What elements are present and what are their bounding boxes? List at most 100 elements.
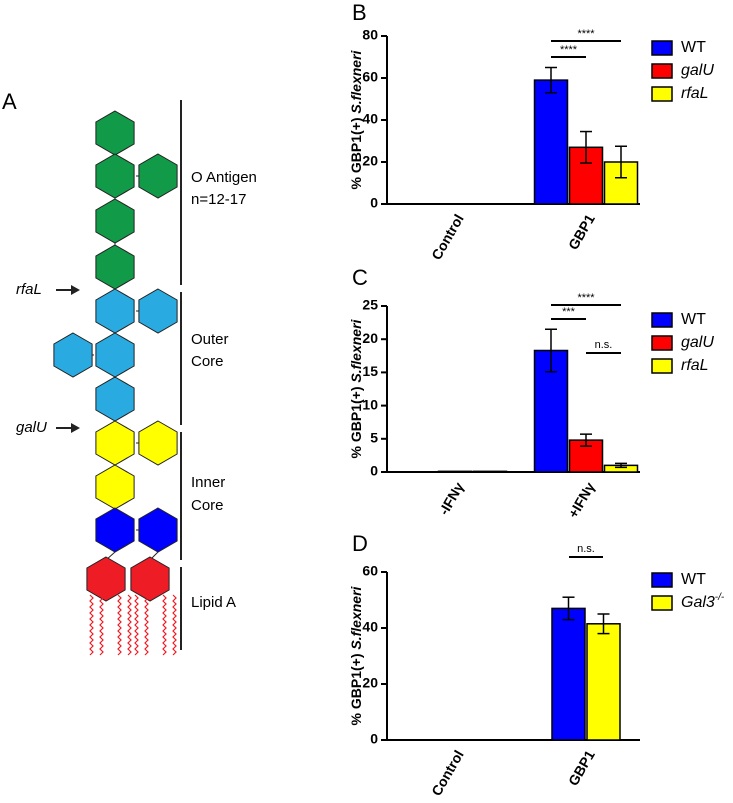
y-tick-label: 0 [370,195,378,211]
significance-label: n.s. [595,339,613,351]
legend-swatch [651,572,673,588]
section-label: O Antigen [191,169,257,186]
significance-label: **** [577,292,595,304]
bar [533,79,569,205]
legend-sup: -/- [715,592,725,603]
fatty-acid [89,594,94,656]
panel-letter: A [2,89,17,114]
y-label-part: S.flexneri [348,318,364,382]
legend-swatch [651,86,673,102]
y-label-part: % GBP1(+) [348,650,364,726]
arrow-label: rfaL [16,281,42,298]
y-label-part: S.flexneri [348,49,364,113]
sugar-hexagon [95,288,135,334]
y-tick-label: 15 [362,363,378,379]
sugar-hexagon [95,376,135,422]
fatty-acid [134,594,139,656]
y-tick-label: 80 [362,27,378,43]
y-tick-label: 20 [362,330,378,346]
legend-label: rfaL [681,85,709,102]
legend-name: Gal3 [681,594,715,611]
y-axis-label: % GBP1(+) S.flexneri [348,318,364,458]
y-tick-label: 20 [362,675,378,691]
sugar-hexagon [138,288,178,334]
x-tick-label: -IFNγ [435,479,466,517]
y-tick-label: 20 [362,153,378,169]
legend-name: galU [681,334,714,351]
fatty-acid [172,594,177,656]
legend-label: WT [681,571,706,588]
sugar-hexagon [138,420,178,466]
legend-label: galU [681,62,714,79]
legend-label: WT [681,39,706,56]
bar [586,623,621,741]
sugar-hexagon [95,153,135,199]
legend-label: galU [681,334,714,351]
panel-letter: C [352,265,368,290]
y-tick-label: 0 [370,463,378,479]
bar [472,470,508,473]
section-label: Core [191,353,224,370]
legend-name: WT [681,311,706,328]
bar [437,470,473,473]
y-label-part: % GBP1(+) [348,114,364,190]
y-tick-label: 40 [362,111,378,127]
fatty-acid [144,594,149,656]
y-tick-label: 60 [362,563,378,579]
y-label-part: S.flexneri [348,585,364,649]
arrow-head [71,285,80,295]
y-tick-label: 40 [362,619,378,635]
sugar-hexagon [138,153,178,199]
section-label: Lipid A [191,594,236,611]
legend-name: galU [681,62,714,79]
legend-name: rfaL [681,85,709,102]
section-label: Core [191,497,224,514]
sugar-hexagon [53,332,93,378]
sugar-hexagon [95,420,135,466]
x-tick-label: Control [428,747,467,798]
y-label-part: % GBP1(+) [348,383,364,459]
sugar-hexagon [95,332,135,378]
legend-name: rfaL [681,357,709,374]
section-label: n=12-17 [191,191,246,208]
significance-label: n.s. [577,543,595,555]
legend-swatch [651,40,673,56]
y-tick-label: 0 [370,731,378,747]
significance-label: **** [577,28,595,40]
fatty-acid [127,594,132,656]
sugar-hexagon [95,244,135,290]
sugar-hexagon [95,198,135,244]
y-tick-label: 25 [362,297,378,313]
y-tick-label: 60 [362,69,378,85]
sugar-hexagon [95,507,135,553]
legend-swatch [651,358,673,374]
bar [551,607,586,741]
fatty-acid [117,594,122,656]
lipid-hexagon [130,556,170,602]
sugar-hexagon [95,464,135,510]
sugar-hexagon [95,110,135,156]
legend-swatch [651,595,673,611]
fatty-acid [99,594,104,656]
legend-label: WT [681,311,706,328]
significance-label: *** [562,306,576,318]
legend-swatch [651,335,673,351]
section-label: Inner [191,474,225,491]
legend-swatch [651,312,673,328]
y-axis-label: % GBP1(+) S.flexneri [348,585,364,725]
panel-letter: D [352,531,368,556]
legend-name: WT [681,39,706,56]
y-tick-label: 10 [362,396,378,412]
significance-label: **** [560,44,578,56]
fatty-acid [162,594,167,656]
sugar-hexagon [138,507,178,553]
y-tick-label: 5 [370,430,378,446]
section-label: Outer [191,331,229,348]
x-tick-label: GBP1 [565,211,598,252]
legend-label: rfaL [681,357,709,374]
lipid-hexagon [86,556,126,602]
x-tick-label: Control [428,211,467,262]
legend-label: Gal3-/- [681,592,725,612]
